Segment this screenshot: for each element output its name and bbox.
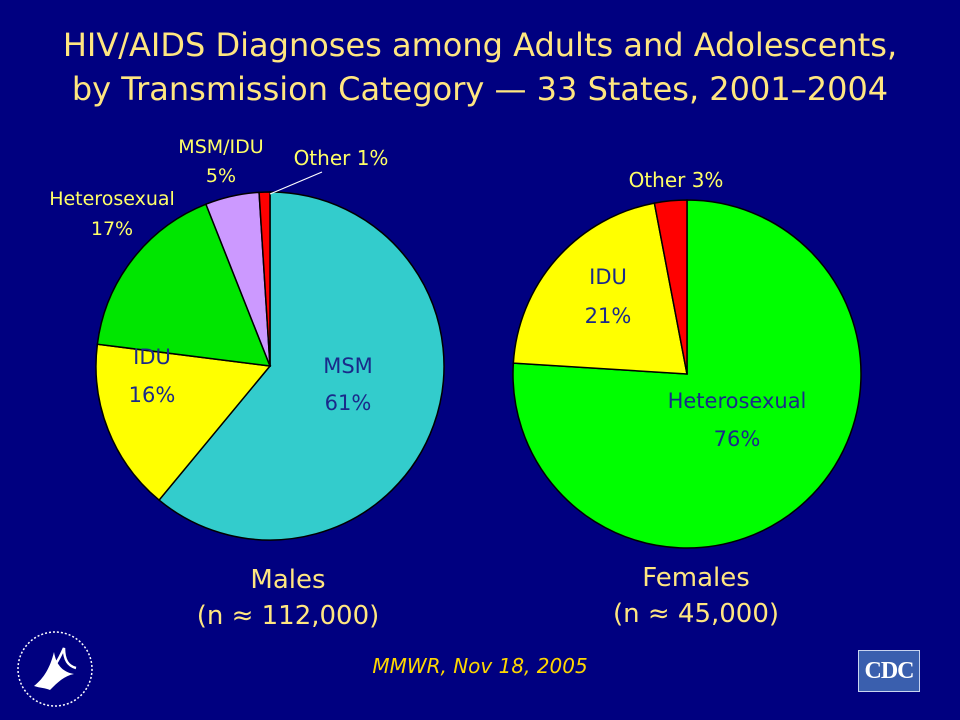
female-caption-n: (n ≈ 45,000)	[612, 599, 780, 629]
chart-title-line-2: by Transmission Category — 33 States, 20…	[71, 70, 889, 108]
male-het-pct: 17%	[91, 218, 133, 240]
male-msmidu-pct: 5%	[206, 165, 236, 187]
female-idu-label: IDU	[589, 265, 627, 289]
male-idu-pct: 16%	[129, 383, 176, 407]
male-slice-idu	[95, 343, 272, 502]
male-slice-other	[258, 191, 271, 367]
female-idu-pct: 21%	[585, 304, 632, 328]
male-msm-pct: 61%	[325, 391, 372, 415]
female-pie	[512, 199, 862, 549]
male-idu-label: IDU	[133, 345, 171, 369]
hhs-eagle-icon	[17, 631, 93, 707]
male-het-label: Heterosexual	[49, 188, 175, 210]
male-caption-title: Males	[250, 565, 326, 595]
male-slice-heterosexual	[96, 203, 272, 367]
chart-title-line-1: HIV/AIDS Diagnoses among Adults and Adol…	[62, 26, 898, 64]
female-het-label: Heterosexual	[668, 389, 807, 413]
male-msm-label: MSM	[323, 354, 373, 378]
male-caption-n: (n ≈ 112,000)	[196, 601, 380, 631]
female-het-pct: 76%	[714, 427, 761, 451]
female-other-label: Other 3%	[629, 168, 724, 192]
female-slice-idu	[512, 202, 688, 375]
male-slice-msm	[158, 191, 445, 541]
male-pie	[95, 191, 445, 541]
male-caption: Males (n ≈ 112,000)	[128, 562, 448, 634]
male-msmidu-label: MSM/IDU	[178, 136, 263, 158]
female-caption-title: Females	[642, 563, 750, 593]
male-other-leader-line	[269, 171, 323, 195]
male-other-label: Other 1%	[294, 146, 389, 170]
cdc-logo: CDC	[858, 650, 920, 692]
source-citation: MMWR, Nov 18, 2005	[372, 654, 588, 678]
female-slice-other	[653, 199, 688, 375]
female-caption: Females (n ≈ 45,000)	[536, 560, 856, 632]
